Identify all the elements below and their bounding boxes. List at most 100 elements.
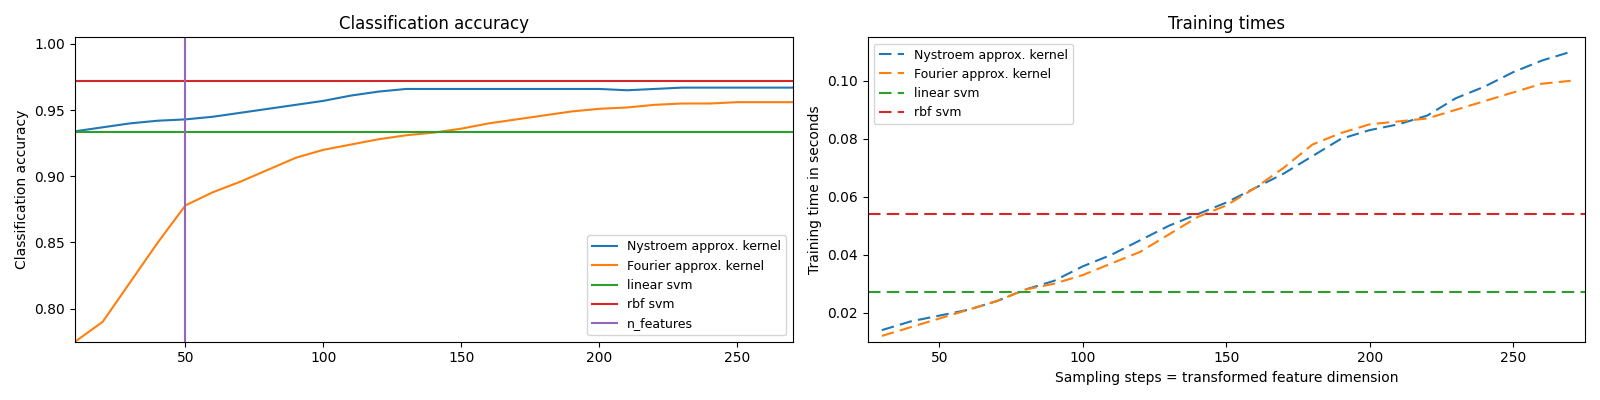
- Nystroem approx. kernel: [1274, 171, 1293, 176]
- Nystroem approx. kernel: [507, 86, 526, 91]
- X-axis label: Sampling steps = transformed feature dimension: Sampling steps = transformed feature dim…: [1054, 371, 1398, 385]
- rbf svm: [40, 79, 59, 84]
- Fourier approx. kernel: [1504, 90, 1523, 95]
- Fourier approx. kernel: [1302, 142, 1322, 147]
- Nystroem approx. kernel: [701, 85, 720, 90]
- Nystroem approx. kernel: [1331, 136, 1350, 141]
- Fourier approx. kernel: [755, 100, 774, 104]
- Nystroem approx. kernel: [1160, 223, 1179, 228]
- Nystroem approx. kernel: [259, 106, 278, 111]
- Nystroem approx. kernel: [562, 86, 581, 91]
- Fourier approx. kernel: [1102, 261, 1122, 266]
- Fourier approx. kernel: [1274, 165, 1293, 170]
- Nystroem approx. kernel: [1245, 186, 1264, 190]
- Nystroem approx. kernel: [1131, 238, 1150, 243]
- Nystroem approx. kernel: [370, 89, 389, 94]
- Nystroem approx. kernel: [672, 85, 691, 90]
- Line: Nystroem approx. kernel: Nystroem approx. kernel: [882, 52, 1571, 330]
- linear svm: [786, 290, 805, 295]
- Nystroem approx. kernel: [1360, 128, 1379, 132]
- linear svm: [38, 130, 58, 134]
- Fourier approx. kernel: [203, 190, 222, 194]
- Nystroem approx. kernel: [728, 85, 747, 90]
- Fourier approx. kernel: [341, 142, 360, 147]
- Title: Training times: Training times: [1168, 15, 1285, 33]
- Fourier approx. kernel: [314, 148, 333, 152]
- Fourier approx. kernel: [286, 155, 306, 160]
- Nystroem approx. kernel: [176, 117, 195, 122]
- Fourier approx. kernel: [1418, 116, 1437, 121]
- Fourier approx. kernel: [507, 117, 526, 122]
- Fourier approx. kernel: [728, 100, 747, 104]
- Fourier approx. kernel: [120, 280, 139, 284]
- Nystroem approx. kernel: [1302, 154, 1322, 158]
- rbf svm: [786, 212, 805, 216]
- Line: Nystroem approx. kernel: Nystroem approx. kernel: [75, 88, 792, 131]
- linear svm: [789, 290, 808, 295]
- Fourier approx. kernel: [562, 109, 581, 114]
- Nystroem approx. kernel: [93, 125, 112, 130]
- Nystroem approx. kernel: [1045, 278, 1064, 283]
- Nystroem approx. kernel: [480, 86, 499, 91]
- Nystroem approx. kernel: [755, 85, 774, 90]
- Fourier approx. kernel: [901, 325, 920, 330]
- Nystroem approx. kernel: [66, 129, 85, 134]
- Fourier approx. kernel: [1389, 119, 1408, 124]
- linear svm: [40, 130, 59, 134]
- Fourier approx. kernel: [1475, 99, 1494, 104]
- Line: Fourier approx. kernel: Fourier approx. kernel: [882, 81, 1571, 336]
- Fourier approx. kernel: [66, 339, 85, 344]
- Nystroem approx. kernel: [987, 299, 1006, 304]
- Nystroem approx. kernel: [314, 98, 333, 103]
- Fourier approx. kernel: [1446, 108, 1466, 112]
- Fourier approx. kernel: [1331, 130, 1350, 135]
- Nystroem approx. kernel: [872, 328, 891, 332]
- Nystroem approx. kernel: [534, 86, 554, 91]
- Nystroem approx. kernel: [958, 308, 978, 312]
- Fourier approx. kernel: [618, 105, 637, 110]
- Fourier approx. kernel: [259, 167, 278, 172]
- Fourier approx. kernel: [1187, 215, 1206, 220]
- Fourier approx. kernel: [958, 308, 978, 312]
- Fourier approx. kernel: [1562, 78, 1581, 83]
- Nystroem approx. kernel: [782, 85, 802, 90]
- Fourier approx. kernel: [230, 179, 250, 184]
- Fourier approx. kernel: [872, 334, 891, 338]
- Nystroem approx. kernel: [230, 110, 250, 115]
- Fourier approx. kernel: [1074, 273, 1093, 278]
- Nystroem approx. kernel: [149, 118, 168, 123]
- Fourier approx. kernel: [176, 203, 195, 208]
- Nystroem approx. kernel: [1074, 264, 1093, 269]
- Legend: Nystroem approx. kernel, Fourier approx. kernel, linear svm, rbf svm: Nystroem approx. kernel, Fourier approx.…: [874, 44, 1072, 124]
- Fourier approx. kernel: [590, 106, 610, 111]
- Nystroem approx. kernel: [901, 319, 920, 324]
- Y-axis label: Training time in seconds: Training time in seconds: [808, 105, 821, 274]
- Fourier approx. kernel: [701, 101, 720, 106]
- Nystroem approx. kernel: [120, 121, 139, 126]
- Nystroem approx. kernel: [424, 86, 443, 91]
- Nystroem approx. kernel: [203, 114, 222, 119]
- Nystroem approx. kernel: [341, 93, 360, 98]
- Nystroem approx. kernel: [1446, 96, 1466, 101]
- Y-axis label: Classification accuracy: Classification accuracy: [14, 110, 29, 269]
- Nystroem approx. kernel: [1016, 287, 1035, 292]
- Fourier approx. kernel: [149, 240, 168, 245]
- Title: Classification accuracy: Classification accuracy: [339, 15, 528, 33]
- Nystroem approx. kernel: [1504, 70, 1523, 74]
- Fourier approx. kernel: [782, 100, 802, 104]
- Fourier approx. kernel: [424, 130, 443, 135]
- Nystroem approx. kernel: [1475, 84, 1494, 89]
- Fourier approx. kernel: [1045, 281, 1064, 286]
- Nystroem approx. kernel: [451, 86, 470, 91]
- Fourier approx. kernel: [397, 133, 416, 138]
- Nystroem approx. kernel: [930, 313, 949, 318]
- Fourier approx. kernel: [1016, 287, 1035, 292]
- Nystroem approx. kernel: [618, 88, 637, 93]
- Nystroem approx. kernel: [286, 102, 306, 107]
- Fourier approx. kernel: [1360, 122, 1379, 127]
- Fourier approx. kernel: [534, 113, 554, 118]
- Fourier approx. kernel: [987, 299, 1006, 304]
- Fourier approx. kernel: [370, 137, 389, 142]
- rbf svm: [38, 79, 58, 84]
- Nystroem approx. kernel: [1187, 212, 1206, 216]
